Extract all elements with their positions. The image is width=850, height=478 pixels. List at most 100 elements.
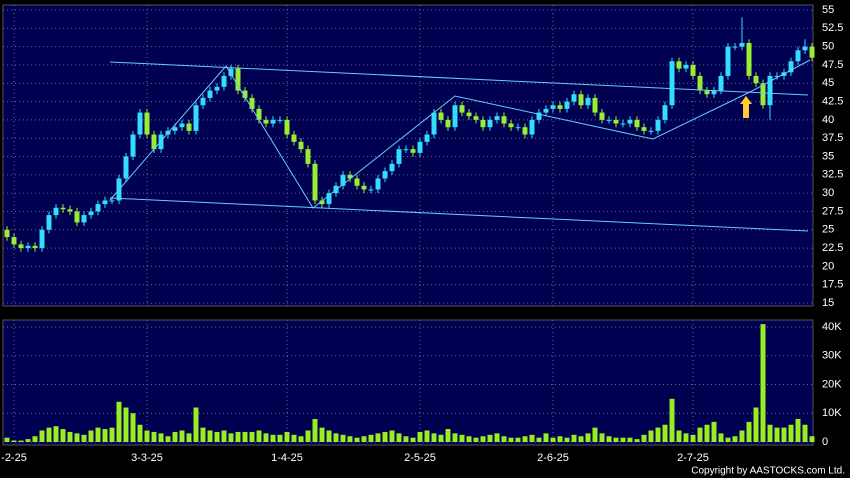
candle-body [648, 130, 654, 132]
y-tick-label: 32.5 [822, 169, 843, 181]
marks [4, 17, 815, 442]
candle-body [809, 46, 815, 58]
candle-body [585, 97, 591, 106]
x-tick-label: 3-3-25 [131, 452, 163, 464]
candle-body [298, 141, 304, 150]
y2-tick-label: 20K [822, 378, 842, 390]
volume-bar [256, 430, 262, 442]
volume-bar [151, 431, 157, 442]
y-tick-label: 25 [822, 224, 834, 236]
candle-body [711, 90, 717, 95]
candle-body [494, 116, 500, 120]
candle-body [109, 200, 115, 202]
candle-body [88, 211, 94, 216]
volume-bar [543, 433, 549, 442]
candle-body [473, 116, 479, 120]
volume-bar [571, 434, 577, 442]
candle-body [326, 193, 332, 205]
candle-body [361, 185, 367, 190]
volume-bar [389, 430, 395, 442]
volume-bar [767, 424, 773, 442]
candle-body [4, 229, 10, 238]
volume-bar [711, 421, 717, 442]
volume-bar [221, 430, 227, 442]
volume-bar [214, 431, 220, 442]
y-tick-label: 52.5 [822, 22, 843, 34]
candle-body [620, 123, 626, 125]
candle-body [690, 64, 696, 76]
candle-body [676, 61, 682, 69]
volume-bar [697, 427, 703, 442]
candle-body [655, 119, 661, 131]
trend-lines [109, 59, 811, 232]
y2-tick-label: 0 [822, 436, 828, 448]
y2-tick-label: 30K [822, 350, 842, 362]
volume-bar [746, 421, 752, 442]
candle-body [74, 211, 80, 223]
candle-body [508, 123, 514, 128]
arrow-marker [740, 96, 752, 118]
candle-body [697, 75, 703, 91]
volume-bar [193, 407, 199, 442]
volume-bar [368, 434, 374, 442]
y2-tick-label: 40K [822, 321, 842, 333]
candle-body [25, 245, 31, 249]
volume-bar [753, 407, 759, 442]
price-panel [2, 4, 814, 307]
volume-bar [508, 437, 514, 442]
volume-bar [403, 436, 409, 442]
candle-body [396, 149, 402, 164]
candle-body [144, 112, 150, 135]
candle-body [242, 90, 248, 98]
candle-body [410, 149, 416, 153]
volume-bar [606, 436, 612, 442]
y-tick-label: 30 [822, 187, 834, 199]
volume-bar [487, 434, 493, 442]
candle-body [284, 119, 290, 135]
volume-bar [326, 430, 332, 442]
volume-bar [781, 427, 787, 442]
candle-body [683, 64, 689, 69]
y-tick-label: 45 [822, 77, 834, 89]
volume-bar [683, 433, 689, 442]
candle-body [172, 127, 178, 131]
y-tick-label: 47.5 [822, 59, 843, 71]
volume-bar [186, 433, 192, 442]
volume-bar [445, 429, 451, 442]
candle-body [67, 209, 73, 212]
candle-body [718, 75, 724, 91]
volume-bar [333, 433, 339, 442]
volume-bar [312, 419, 318, 442]
y-tick-label: 15 [822, 297, 834, 309]
candle-body [81, 215, 87, 223]
volume-bar [809, 436, 815, 442]
volume-bar [95, 427, 101, 442]
volume-bar [662, 424, 668, 442]
volume-bar [4, 437, 10, 442]
y-tick-label: 37.5 [822, 132, 843, 144]
candle-body [270, 119, 276, 124]
volume-bar [774, 427, 780, 442]
candle-body [431, 112, 437, 135]
candle-body [599, 112, 605, 120]
y-tick-label: 20 [822, 260, 834, 272]
volume-bar [620, 437, 626, 442]
volume-bar [382, 431, 388, 442]
volume-bar [172, 431, 178, 442]
candle-body [102, 200, 108, 205]
candle-body [277, 119, 283, 121]
candle-body [662, 105, 668, 120]
candle-body [466, 112, 472, 117]
candle-body [452, 105, 458, 128]
candle-body [760, 83, 766, 106]
candle-body [228, 68, 234, 76]
volume-bar [613, 437, 619, 442]
candle-body [214, 86, 220, 91]
volume-bar [165, 436, 171, 442]
volume-bar [550, 437, 556, 442]
candle-body [130, 134, 136, 157]
candle-body [774, 75, 780, 77]
volume-bar [74, 433, 80, 442]
volume-bar [585, 433, 591, 442]
volume-bar [53, 426, 59, 442]
